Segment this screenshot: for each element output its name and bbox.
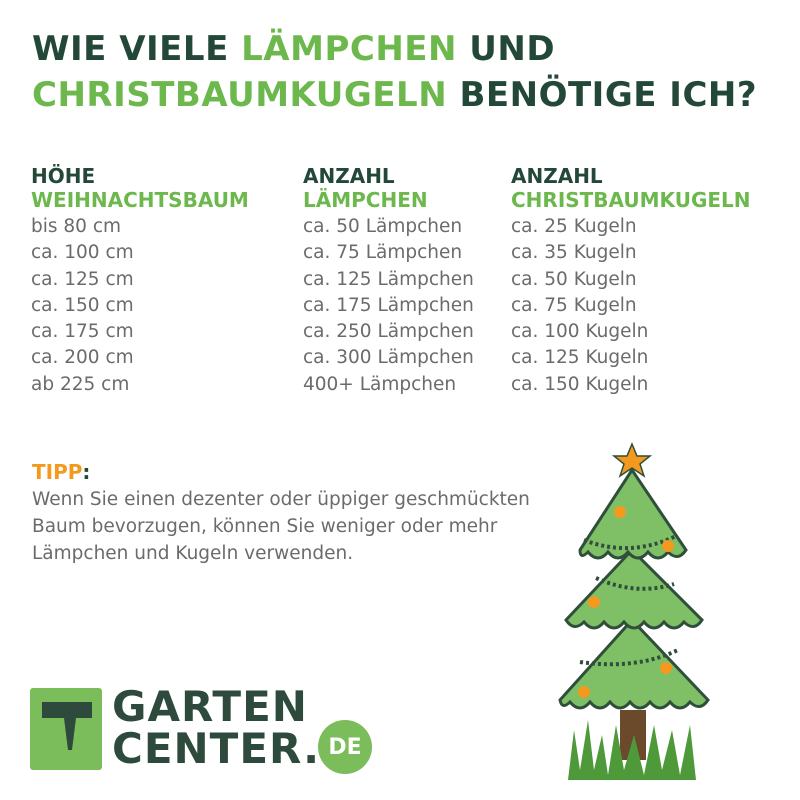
column-subheader: WEIHNACHTSBAUM [31,188,249,212]
column-subheader: LÄMPCHEN [303,188,428,212]
list-item: 400+ Lämpchen [303,373,457,395]
column-header: HÖHE [31,164,96,188]
list-item: ca. 150 Kugeln [511,373,649,395]
list-item: bis 80 cm [31,216,122,237]
list-item: ca. 50 Lämpchen [303,216,463,237]
list-item: ca. 50 Kugeln [511,268,637,290]
t-logo-icon [30,688,102,770]
list-item: ca. 200 cm [31,347,134,369]
tip-text: Wenn Sie einen dezenter oder üppiger ges… [32,489,530,564]
logo-badge: DE [318,720,372,774]
column-header: ANZAHL [511,164,603,188]
list-item: ca. 125 Kugeln [511,347,649,369]
list-item: ca. 175 cm [31,321,134,343]
column-height: HÖHE WEIHNACHTSBAUM bis 80 cm ca. 100 cm… [31,164,249,398]
list-item: ca. 75 Lämpchen [303,242,463,264]
logo-text: GARTEN CENTER. [112,682,321,773]
list-item: ca. 35 Kugeln [511,242,637,264]
list-item: ab 225 cm [31,373,130,395]
column-header: ANZAHL [303,164,395,188]
list-item: ca. 125 cm [31,268,134,290]
christmas-tree-illustration [558,442,710,780]
list-item: ca. 250 Lämpchen [303,321,474,343]
list-item: ca. 25 Kugeln [511,216,637,237]
list-item: ca. 125 Lämpchen [303,268,474,290]
list-item: ca. 100 Kugeln [511,321,649,343]
column-baubles: ANZAHL CHRISTBAUMKUGELN ca. 25 Kugeln ca… [511,164,751,398]
column-subheader: CHRISTBAUMKUGELN [511,188,751,212]
list-item: ca. 300 Lämpchen [303,347,474,369]
list-item: ca. 150 cm [31,294,134,316]
tip-label: TIPP: [32,460,91,484]
list-item: ca. 175 Lämpchen [303,294,474,316]
list-item: ca. 75 Kugeln [511,294,637,316]
page-title: WIE VIELE LÄMPCHEN UND CHRISTBAUMKUGELN … [32,29,758,115]
list-item: ca. 100 cm [31,242,134,264]
column-lights: ANZAHL LÄMPCHEN ca. 50 Lämpchen ca. 75 L… [303,164,474,398]
